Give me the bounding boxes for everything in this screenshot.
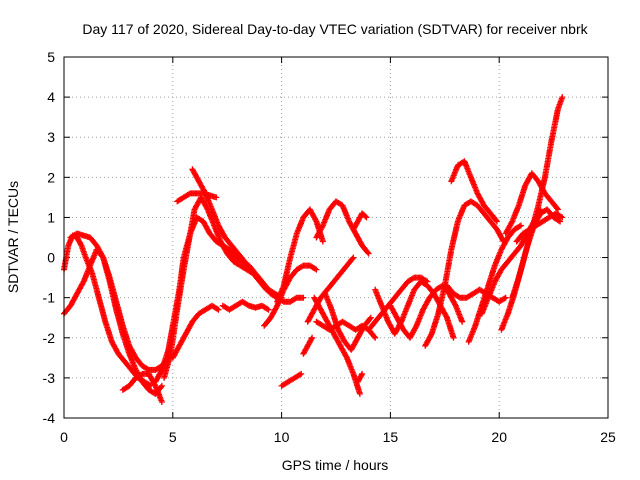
data-point [364,249,371,256]
tick-labels: 0 5 10 15 20 25 -4 -3 -2 -1 0 1 2 3 4 5 [43,49,616,445]
x-tick-label: 25 [600,429,616,445]
series-arc9 [174,190,220,205]
data-point [158,368,165,375]
data-point [518,222,524,229]
data-point [555,217,562,224]
data-point [428,332,434,339]
data-point [273,304,280,310]
series-arc15 [313,198,372,257]
x-tick-label: 0 [60,429,68,445]
grid [64,57,608,418]
data-point [516,223,523,230]
series-arc10 [219,298,272,313]
series-arc20 [350,210,370,233]
data-point [319,223,326,230]
data-point [367,314,374,321]
data-point [264,305,271,312]
data-point [423,277,430,284]
data-point [450,334,457,341]
series-arc14 [300,334,316,357]
data-point [555,206,561,213]
data-point [452,301,458,308]
plot-frame [63,56,609,419]
series-arc7 [169,302,222,361]
y-tick-label: -2 [43,330,56,346]
data-point [372,334,379,341]
series-arc19 [322,290,374,353]
data-point [559,214,566,221]
data-point [343,353,350,360]
data-point [313,266,320,273]
data-point [350,254,357,261]
data-point [296,371,303,378]
data-point [501,295,508,302]
data-point [362,213,369,220]
data-point [554,205,560,212]
x-tick-label: 20 [491,429,507,445]
data-point [214,305,221,312]
data-point [309,334,316,341]
data-point [77,241,84,248]
chart-title: Day 117 of 2020, Sidereal Day-to-day VTE… [82,21,588,37]
series-arc26 [448,158,500,225]
data-point [358,372,365,379]
x-tick-label: 5 [169,429,177,445]
data-point [151,381,158,388]
data-point [371,333,378,340]
data-point [312,265,319,272]
x-tick-label: 15 [383,429,399,445]
y-tick-label: -4 [43,410,56,426]
x-tick-label: 10 [274,429,290,445]
y-tick-label: 4 [47,89,55,105]
data-point [557,218,564,225]
y-tick-label: 2 [47,169,55,185]
y-tick-label: -1 [43,290,56,306]
series-arc24 [387,282,466,341]
data-point [558,213,564,220]
data-point [365,250,372,257]
y-tick-label: 5 [47,49,55,65]
series-arc31 [502,170,561,237]
data-point [494,218,500,225]
data-point [300,294,307,301]
data-point [158,399,165,405]
data-point [298,370,305,377]
data-point [215,306,222,313]
y-tick-label: 1 [47,209,55,225]
series-arc23 [365,274,431,333]
data-point [459,318,466,325]
data-point [356,390,363,397]
data-point [443,313,450,320]
data-point [265,306,272,313]
x-axis-label: GPS time / hours [282,457,389,473]
data-point [493,217,500,224]
data-point [559,94,566,101]
series-arc33 [513,210,566,245]
data-point [349,255,356,262]
data-point [359,370,366,377]
data-point [213,194,220,201]
data-point [158,382,165,389]
y-axis-label: SDTVAR / TECUs [5,181,21,293]
series-arc13 [278,370,305,389]
y-tick-label: -3 [43,370,56,386]
series-arc21 [354,370,366,385]
data-point [424,278,431,285]
data-point [508,219,515,226]
data-point [308,336,315,343]
data-points [61,94,566,405]
data-point [363,214,370,221]
y-tick-label: 3 [47,129,55,145]
series-arc32 [509,94,566,301]
series-arc27 [444,282,509,305]
data-point [502,294,509,301]
y-tick-label: 0 [47,250,55,266]
data-point [319,238,326,245]
data-point [366,315,373,322]
